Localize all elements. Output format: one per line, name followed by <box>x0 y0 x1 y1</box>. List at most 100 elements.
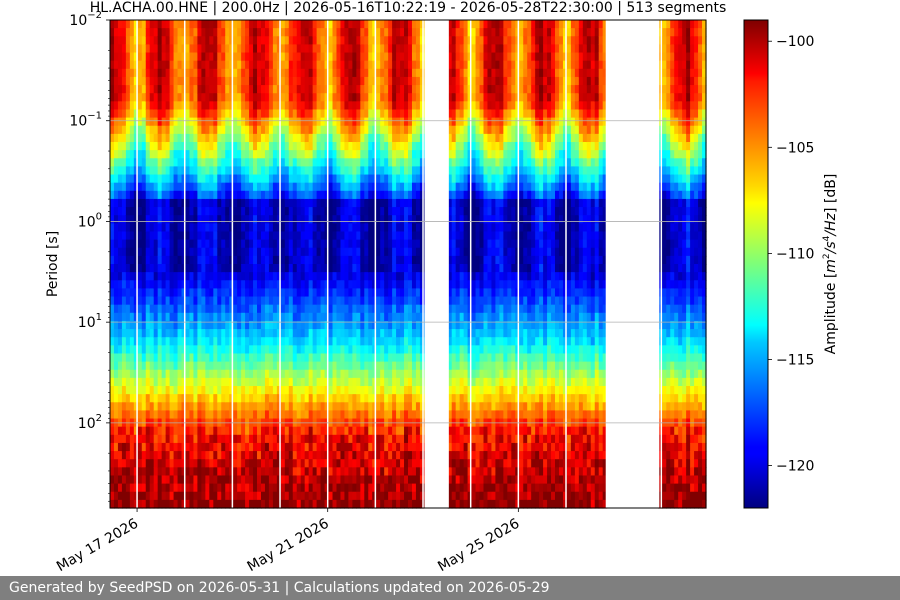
heatmap-cell <box>117 158 123 167</box>
heatmap-cell <box>205 101 210 111</box>
heatmap-cell <box>288 166 294 176</box>
heatmap-cell <box>328 255 334 265</box>
heatmap-cell <box>129 109 135 119</box>
heatmap-cell <box>257 386 262 395</box>
heatmap-cell <box>328 215 334 224</box>
heatmap-cell <box>356 150 361 159</box>
heatmap-cell <box>360 109 365 119</box>
heatmap-cell <box>336 52 342 62</box>
heatmap-cell <box>217 223 222 233</box>
heatmap-cell <box>221 377 226 387</box>
heatmap-cell <box>197 182 202 192</box>
heatmap-cell <box>264 215 270 224</box>
heatmap-cell <box>296 402 302 411</box>
heatmap-cell <box>352 125 357 135</box>
heatmap-cell <box>257 255 262 265</box>
heatmap-cell <box>415 369 421 379</box>
heatmap-cell <box>165 231 171 241</box>
heatmap-cell <box>157 36 163 45</box>
heatmap-cell <box>153 133 159 143</box>
heatmap-cell <box>316 337 322 346</box>
heatmap-cell <box>447 68 453 78</box>
heatmap-cell <box>110 117 115 127</box>
heatmap-cell <box>133 272 139 281</box>
heatmap-cell <box>185 410 191 420</box>
heatmap-cell <box>221 158 226 167</box>
heatmap-cell <box>249 166 254 176</box>
heatmap-cell <box>110 467 115 477</box>
heatmap-cell <box>129 386 135 395</box>
heatmap-cell <box>161 402 167 411</box>
heatmap-cell <box>272 76 278 86</box>
heatmap-cell <box>205 142 210 151</box>
heatmap-cell <box>217 150 222 159</box>
heatmap-cell <box>145 133 151 143</box>
heatmap-cell <box>364 377 369 387</box>
heatmap-cell <box>153 76 159 86</box>
heatmap-cell <box>316 353 322 363</box>
heatmap-cell <box>388 76 393 86</box>
heatmap-cell <box>292 312 298 322</box>
heatmap-cell <box>288 426 294 436</box>
heatmap-cell <box>356 337 361 346</box>
heatmap-cell <box>201 190 206 200</box>
heatmap-cell <box>117 377 123 387</box>
heatmap-cell <box>201 133 206 143</box>
heatmap-cell <box>237 451 242 460</box>
heatmap-cell <box>276 215 282 224</box>
heatmap-cell <box>225 133 230 143</box>
heatmap-cell <box>225 20 230 29</box>
heatmap-cell <box>280 101 286 111</box>
heatmap-cell <box>376 182 381 192</box>
heatmap-cell <box>284 345 290 355</box>
heatmap-cell <box>352 60 357 70</box>
heatmap-cell <box>447 499 453 509</box>
heatmap-cell <box>451 304 457 314</box>
heatmap-cell <box>145 304 151 314</box>
heatmap-cell <box>149 28 155 37</box>
heatmap-cell <box>380 426 385 436</box>
heatmap-cell <box>451 410 457 420</box>
heatmap-cell <box>145 52 151 62</box>
heatmap-cell <box>459 207 465 216</box>
heatmap-cell <box>392 402 397 411</box>
heatmap-cell <box>253 52 258 62</box>
heatmap-cell <box>388 239 393 249</box>
heatmap-cell <box>376 410 381 420</box>
heatmap-cell <box>404 434 409 444</box>
heatmap-cell <box>400 182 405 192</box>
heatmap-cell <box>257 68 262 78</box>
heatmap-cell <box>304 125 310 135</box>
heatmap-cell <box>380 288 385 298</box>
heatmap-cell <box>181 60 187 70</box>
heatmap-cell <box>419 369 425 379</box>
heatmap-cell <box>217 491 222 501</box>
heatmap-cell <box>209 223 214 233</box>
heatmap-cell <box>245 158 250 167</box>
heatmap-cell <box>404 353 409 363</box>
heatmap-cell <box>404 125 409 135</box>
heatmap-cell <box>237 320 242 330</box>
heatmap-cell <box>392 231 397 241</box>
heatmap-cell <box>320 239 326 249</box>
heatmap-cell <box>117 320 123 330</box>
heatmap-cell <box>400 60 405 70</box>
heatmap-cell <box>149 451 155 460</box>
heatmap-cell <box>380 329 385 338</box>
heatmap-cell <box>245 93 250 102</box>
heatmap-cell <box>241 207 246 216</box>
heatmap-cell <box>364 296 369 306</box>
heatmap-cell <box>280 198 286 208</box>
heatmap-cell <box>189 312 195 322</box>
heatmap-cell <box>455 394 461 403</box>
heatmap-cell <box>316 377 322 387</box>
heatmap-cell <box>213 223 218 233</box>
heatmap-cell <box>237 85 242 94</box>
heatmap-cell <box>284 166 290 176</box>
heatmap-cell <box>125 142 131 151</box>
heatmap-cell <box>264 174 270 184</box>
heatmap-cell <box>328 386 334 395</box>
heatmap-cell <box>181 475 187 485</box>
heatmap-cell <box>213 198 218 208</box>
heatmap-cell <box>384 475 389 485</box>
